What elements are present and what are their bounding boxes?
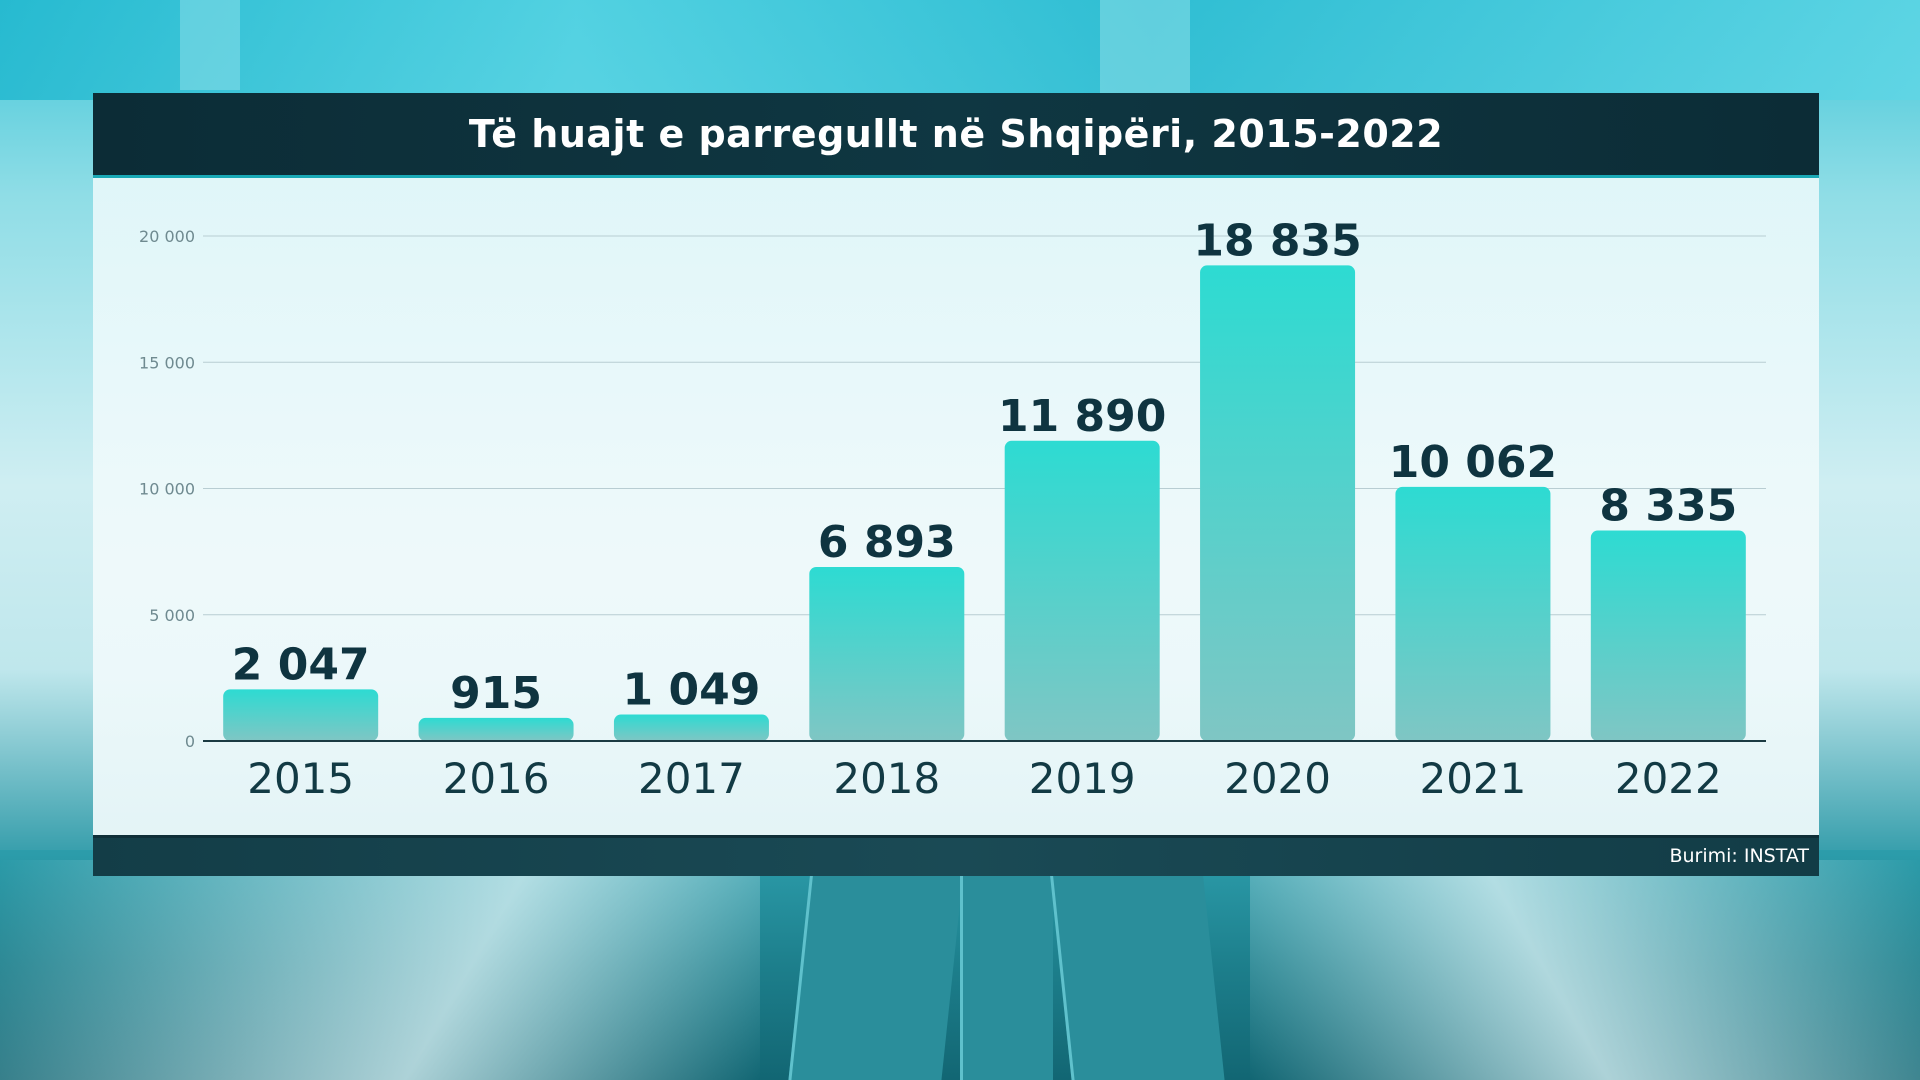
backdrop-slat <box>960 860 1053 1080</box>
y-tick-label: 15 000 <box>139 353 195 372</box>
data-label-2017: 1 049 <box>623 665 761 716</box>
footer-bar: Burimi: INSTAT <box>93 835 1819 876</box>
bar-2018 <box>809 566 965 741</box>
plot-area: 0 5 000 10 000 15 000 20 000 2 047 915 1 049 6 … <box>93 178 1819 835</box>
backdrop-shape <box>180 0 240 90</box>
y-axis-ticks: 0 5 000 10 000 15 000 20 000 <box>139 227 195 751</box>
x-tick-label: 2017 <box>638 754 745 803</box>
y-tick-label: 20 000 <box>139 227 195 246</box>
bar-2020 <box>1200 265 1356 741</box>
data-labels: 2 047 915 1 049 6 893 11 890 18 835 10 062 8 33… <box>232 215 1737 718</box>
x-tick-label: 2021 <box>1419 754 1526 803</box>
backdrop-slat <box>1048 860 1225 1080</box>
bar-chart: 0 5 000 10 000 15 000 20 000 2 047 915 1 049 6 … <box>139 215 1766 803</box>
x-tick-label: 2015 <box>247 754 354 803</box>
bar-2017 <box>613 714 769 741</box>
data-label-2021: 10 062 <box>1389 437 1557 488</box>
chart-title: Të huajt e parregullt në Shqipëri, 2015-… <box>468 112 1444 156</box>
backdrop-top <box>0 0 1920 100</box>
backdrop-reflection <box>1250 860 1920 1080</box>
bars <box>223 265 1746 741</box>
y-tick-label: 0 <box>185 732 195 751</box>
x-tick-label: 2019 <box>1029 754 1136 803</box>
x-tick-label: 2020 <box>1224 754 1331 803</box>
x-tick-label: 2016 <box>443 754 550 803</box>
x-axis-ticks: 2015 2016 2017 2018 2019 2020 2021 2022 <box>247 754 1722 803</box>
y-tick-label: 10 000 <box>139 480 195 499</box>
title-bar: Të huajt e parregullt në Shqipëri, 2015-… <box>93 93 1819 178</box>
data-label-2020: 18 835 <box>1193 215 1361 266</box>
data-label-2015: 2 047 <box>232 639 370 690</box>
bar-2016 <box>418 717 574 741</box>
bar-2019 <box>1004 440 1160 741</box>
x-tick-label: 2022 <box>1615 754 1722 803</box>
chart-panel: Të huajt e parregullt në Shqipëri, 2015-… <box>93 93 1819 876</box>
bar-2015 <box>223 689 379 741</box>
backdrop-reflection <box>0 860 760 1080</box>
bar-2021 <box>1395 486 1551 741</box>
source-label: Burimi: INSTAT <box>1669 845 1809 867</box>
data-label-2022: 8 335 <box>1599 481 1737 532</box>
backdrop-slat <box>788 860 965 1080</box>
data-label-2019: 11 890 <box>998 391 1166 442</box>
data-label-2016: 915 <box>450 668 542 719</box>
data-label-2018: 6 893 <box>818 517 956 568</box>
bar-2022 <box>1590 530 1746 741</box>
y-tick-label: 5 000 <box>149 606 195 625</box>
x-tick-label: 2018 <box>833 754 940 803</box>
backdrop-shape <box>1100 0 1190 95</box>
